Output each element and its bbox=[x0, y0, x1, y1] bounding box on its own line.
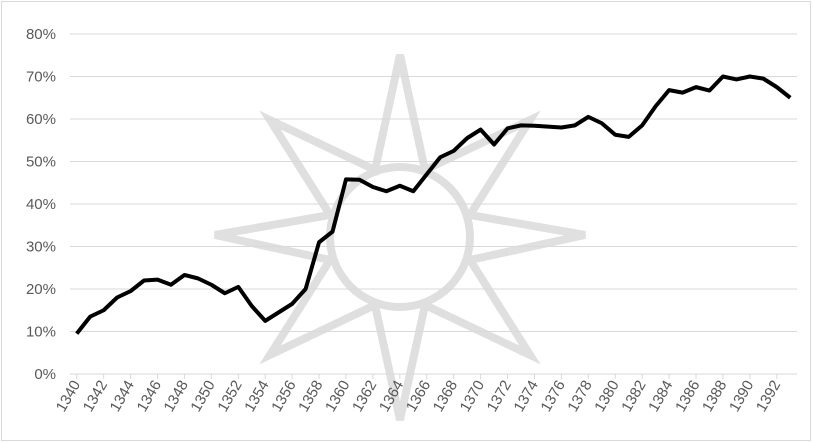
y-tick-label: 0% bbox=[34, 366, 56, 383]
y-tick-label: 60% bbox=[26, 111, 56, 128]
chart: 0%10%20%30%40%50%60%70%80%13401342134413… bbox=[0, 0, 813, 443]
y-tick-label: 50% bbox=[26, 154, 56, 171]
y-tick-label: 30% bbox=[26, 239, 56, 256]
y-tick-label: 40% bbox=[26, 196, 56, 213]
y-tick-label: 80% bbox=[26, 26, 56, 43]
y-tick-label: 20% bbox=[26, 281, 56, 298]
y-tick-label: 10% bbox=[26, 324, 56, 341]
y-tick-label: 70% bbox=[26, 69, 56, 86]
